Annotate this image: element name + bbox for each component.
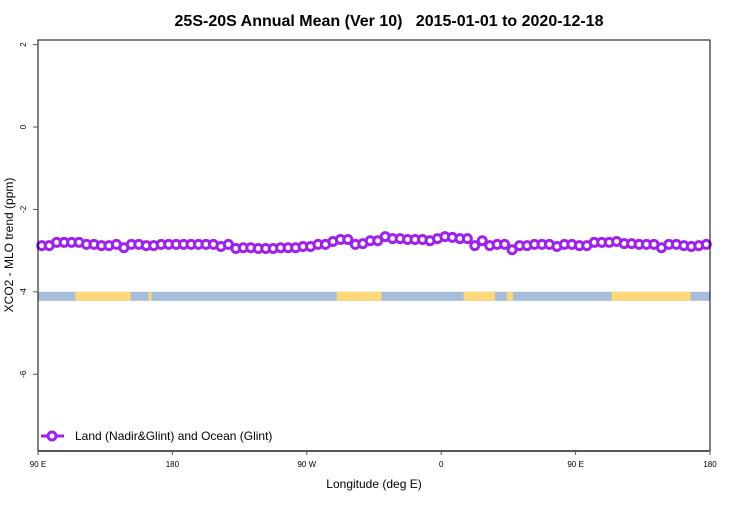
land-band: [506, 291, 513, 301]
y-tick-label: 2: [19, 42, 28, 47]
y-axis-label: XCO2 - MLO trend (ppm): [2, 178, 16, 313]
data-point: [476, 235, 488, 247]
land-band: [611, 291, 691, 301]
x-tick-label: 0: [439, 460, 444, 469]
land-band: [148, 291, 152, 301]
land-band: [336, 291, 382, 301]
chart-title: 25S-20S Annual Mean (Ver 10) 2015-01-01 …: [175, 13, 604, 30]
data-point: [700, 238, 712, 250]
x-axis-label: Longitude (deg E): [326, 477, 421, 491]
series-land-ocean: [36, 231, 712, 256]
legend: Land (Nadir&Glint) and Ocean (Glint): [41, 429, 272, 443]
x-axis: 90 E 180 90 W 0 90 E 180: [30, 451, 717, 469]
x-tick-label: 90 E: [30, 460, 46, 469]
y-tick-label: -2: [19, 205, 28, 213]
y-axis: 2 0 -2 -4 -6: [19, 42, 38, 378]
data-point: [342, 233, 354, 245]
data-point: [499, 238, 511, 250]
y-tick-label: 0: [19, 124, 28, 129]
data-point: [461, 233, 473, 245]
x-tick-label: 180: [703, 460, 717, 469]
land-band: [463, 291, 495, 301]
x-tick-label: 90 E: [567, 460, 583, 469]
legend-label: Land (Nadir&Glint) and Ocean (Glint): [75, 429, 272, 443]
x-tick-label: 90 W: [297, 460, 316, 469]
y-tick-label: -6: [19, 370, 28, 378]
x-tick-label: 180: [166, 460, 180, 469]
data-point: [469, 240, 481, 252]
y-tick-label: -4: [19, 288, 28, 296]
surface-type-strip: [38, 291, 710, 301]
land-band: [75, 291, 131, 301]
legend-marker: [46, 430, 58, 442]
